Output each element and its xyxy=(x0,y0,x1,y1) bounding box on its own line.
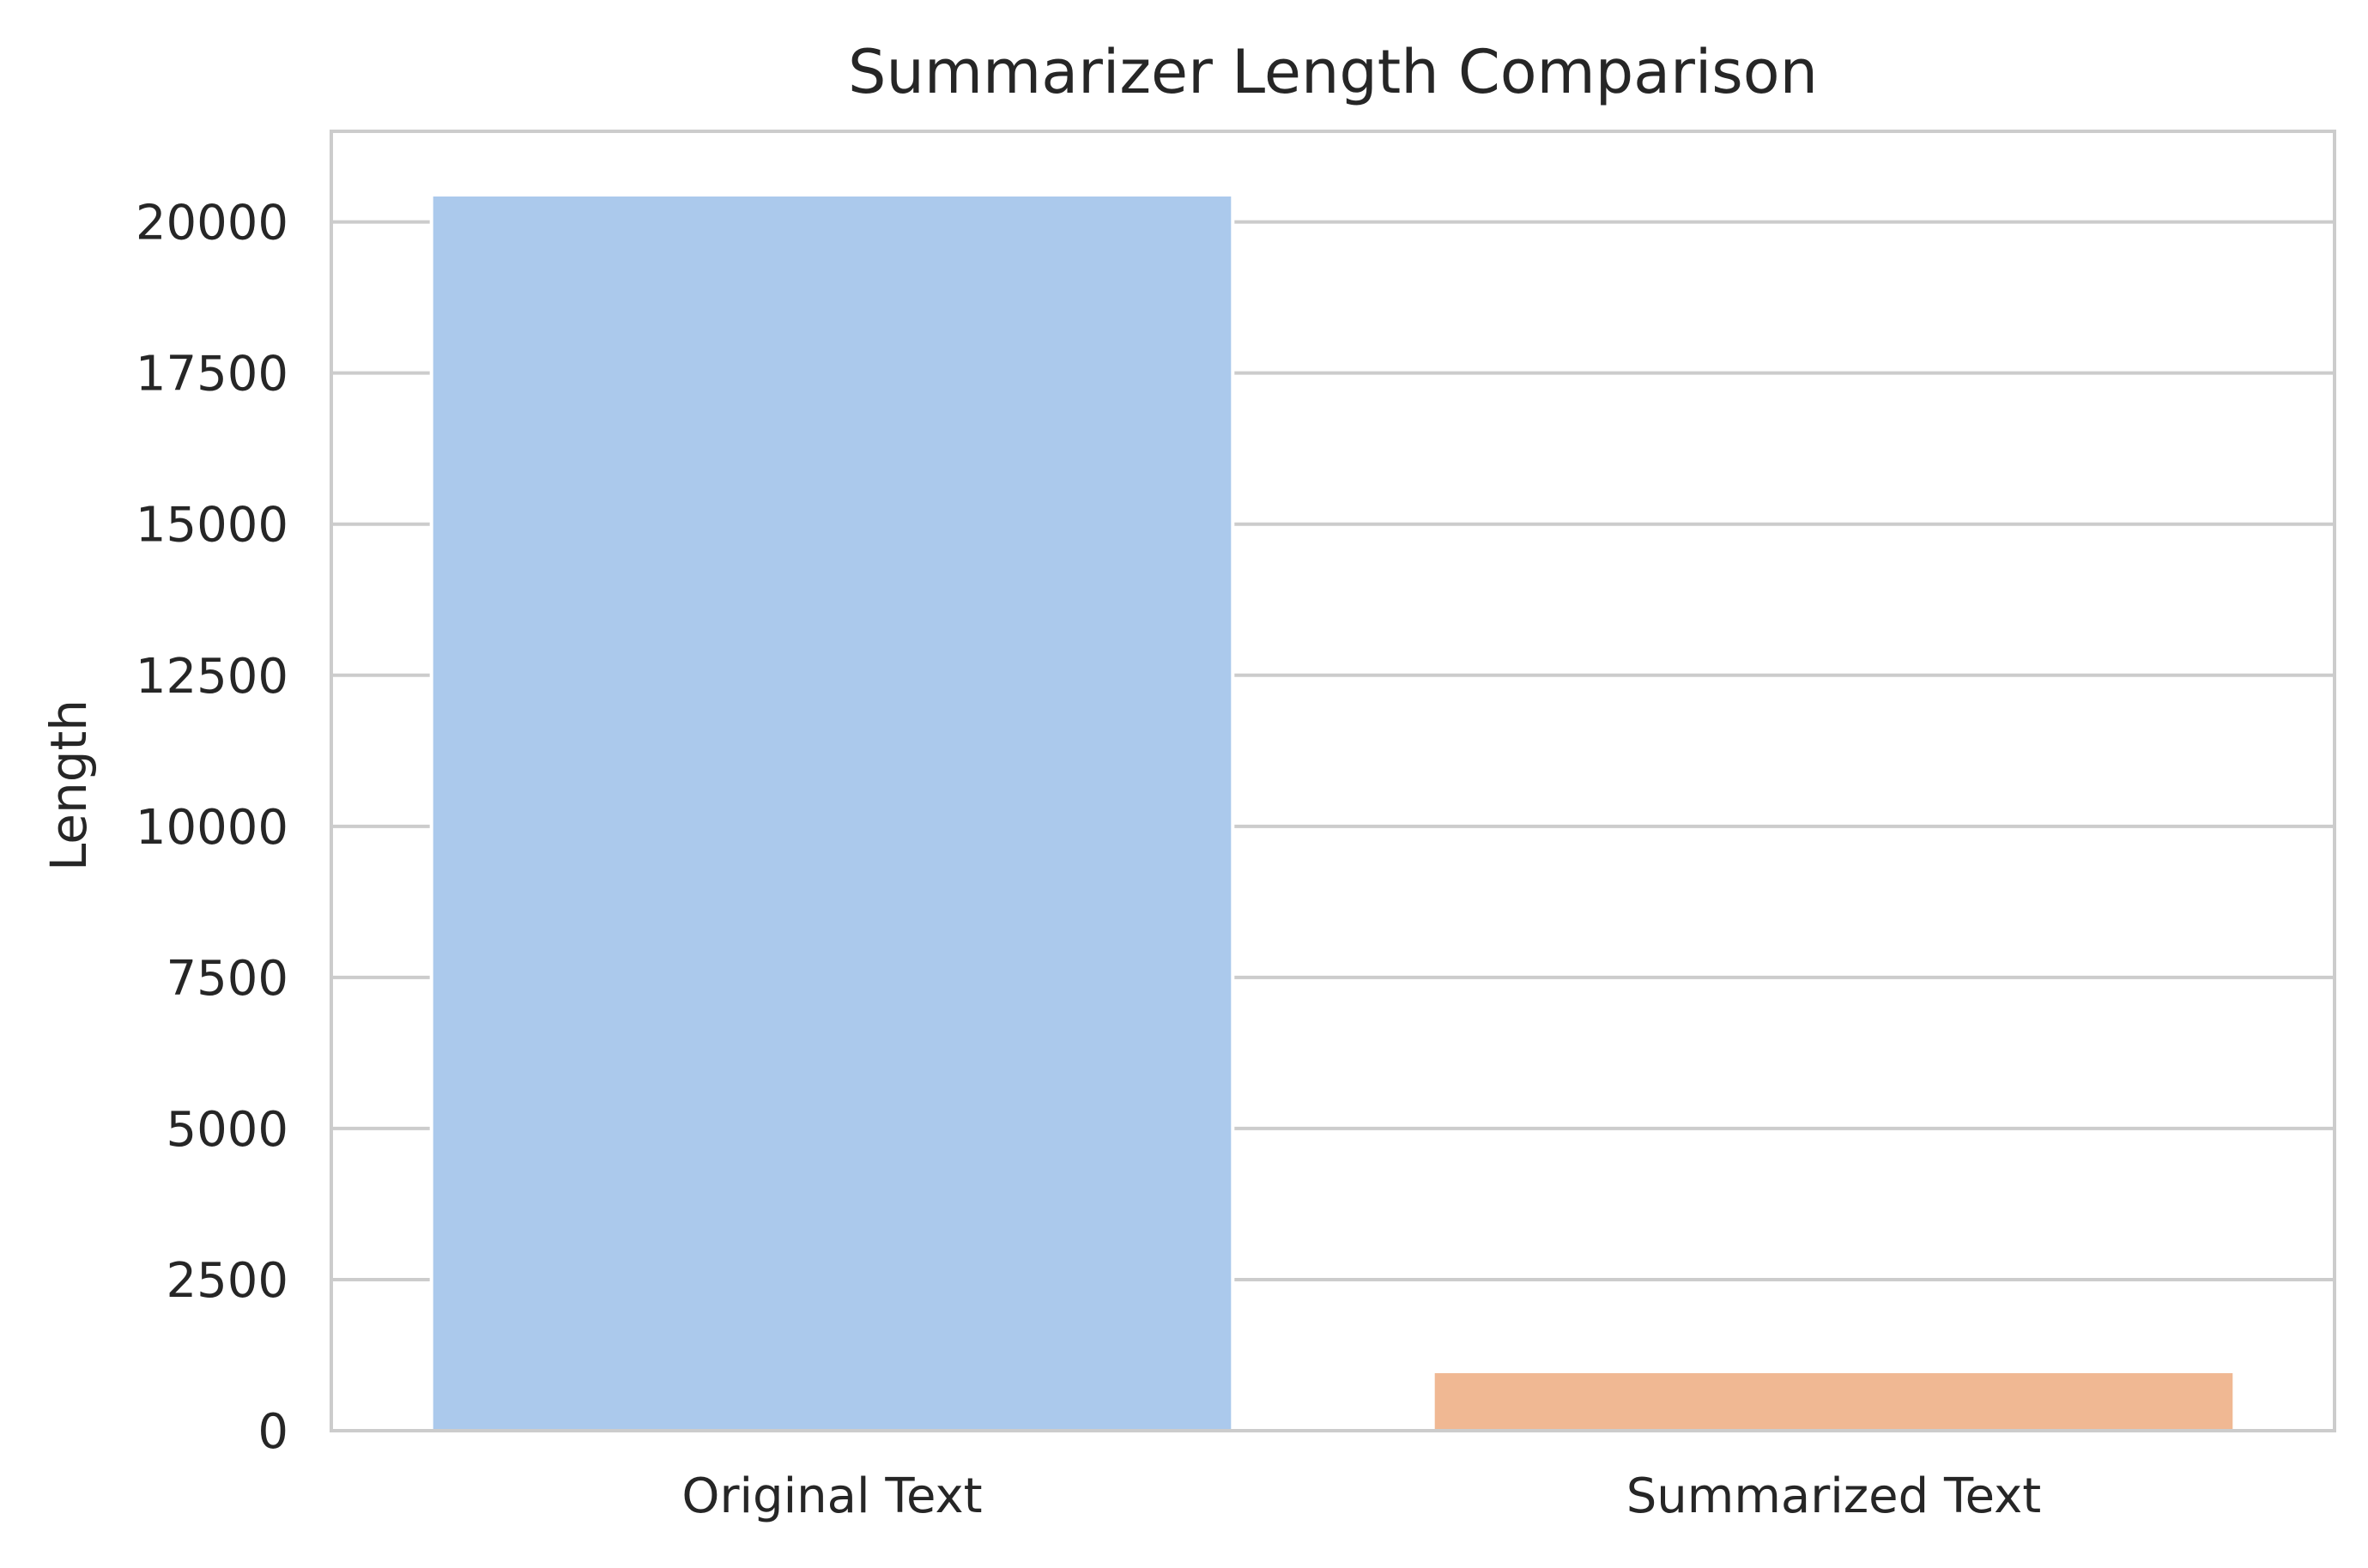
plot-frame xyxy=(330,130,2336,1432)
y-tick-label: 12500 xyxy=(136,649,288,705)
y-tick-label: 5000 xyxy=(166,1102,288,1158)
y-tick-label: 10000 xyxy=(136,800,288,856)
y-tick-label: 15000 xyxy=(136,498,288,554)
y-axis-label: Length xyxy=(39,699,98,871)
x-tick-labels: Original Text Summarized Text xyxy=(681,1468,2041,1524)
bar-original-text xyxy=(429,192,1235,1432)
x-tick-label: Original Text xyxy=(681,1468,982,1524)
bar-summarized-text xyxy=(1431,1369,2237,1432)
y-tick-labels: 0 2500 5000 7500 10000 12500 15000 17500 20000 xyxy=(136,196,288,1460)
chart-title: Summarizer Length Comparison xyxy=(848,37,1818,107)
y-tick-label: 20000 xyxy=(136,196,288,251)
x-tick-label: Summarized Text xyxy=(1626,1468,2042,1524)
y-tick-label: 2500 xyxy=(166,1253,288,1309)
y-tick-label: 7500 xyxy=(166,951,288,1007)
y-tick-label: 17500 xyxy=(136,347,288,403)
bars xyxy=(429,192,2237,1432)
y-tick-label: 0 xyxy=(257,1404,288,1460)
